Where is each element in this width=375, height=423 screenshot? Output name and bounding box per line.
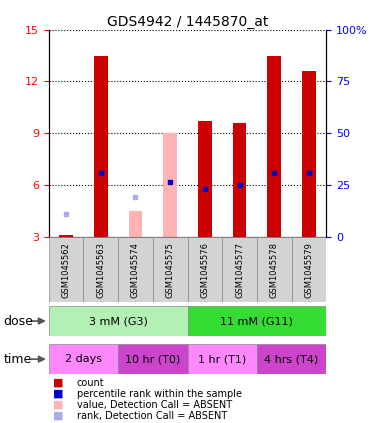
Bar <box>257 237 292 302</box>
Bar <box>129 211 142 237</box>
Bar <box>59 235 73 237</box>
Text: GSM1045575: GSM1045575 <box>166 242 175 298</box>
Text: 3 mM (G3): 3 mM (G3) <box>88 316 147 326</box>
Bar <box>302 71 316 237</box>
Bar <box>222 237 257 302</box>
Bar <box>198 121 212 237</box>
Text: ■: ■ <box>53 378 63 388</box>
Text: GDS4942 / 1445870_at: GDS4942 / 1445870_at <box>107 15 268 29</box>
Bar <box>188 306 326 336</box>
Text: 10 hr (T0): 10 hr (T0) <box>125 354 180 364</box>
Text: value, Detection Call = ABSENT: value, Detection Call = ABSENT <box>77 400 232 410</box>
Bar <box>188 237 222 302</box>
Text: time: time <box>4 353 32 365</box>
Bar <box>257 344 326 374</box>
Text: GSM1045563: GSM1045563 <box>96 242 105 298</box>
Text: ■: ■ <box>53 411 63 421</box>
Bar <box>94 55 108 237</box>
Text: GSM1045562: GSM1045562 <box>62 242 70 298</box>
Text: ■: ■ <box>53 400 63 410</box>
Bar <box>232 123 246 237</box>
Text: GSM1045577: GSM1045577 <box>235 242 244 298</box>
Text: percentile rank within the sample: percentile rank within the sample <box>77 389 242 399</box>
Bar <box>49 344 118 374</box>
Text: 2 days: 2 days <box>65 354 102 364</box>
Bar <box>188 344 257 374</box>
Bar <box>83 237 118 302</box>
Text: rank, Detection Call = ABSENT: rank, Detection Call = ABSENT <box>77 411 227 421</box>
Bar <box>118 344 188 374</box>
Text: 11 mM (G11): 11 mM (G11) <box>220 316 293 326</box>
Text: GSM1045576: GSM1045576 <box>200 242 209 298</box>
Bar <box>292 237 326 302</box>
Bar <box>118 237 153 302</box>
Bar <box>163 133 177 237</box>
Text: 1 hr (T1): 1 hr (T1) <box>198 354 246 364</box>
Text: GSM1045579: GSM1045579 <box>304 242 313 298</box>
Text: GSM1045578: GSM1045578 <box>270 242 279 298</box>
Bar <box>49 306 188 336</box>
Text: count: count <box>77 378 105 388</box>
Text: 4 hrs (T4): 4 hrs (T4) <box>264 354 319 364</box>
Text: ■: ■ <box>53 389 63 399</box>
Text: dose: dose <box>4 315 34 327</box>
Bar <box>267 55 281 237</box>
Text: GSM1045574: GSM1045574 <box>131 242 140 298</box>
Bar <box>49 237 83 302</box>
Bar <box>153 237 188 302</box>
